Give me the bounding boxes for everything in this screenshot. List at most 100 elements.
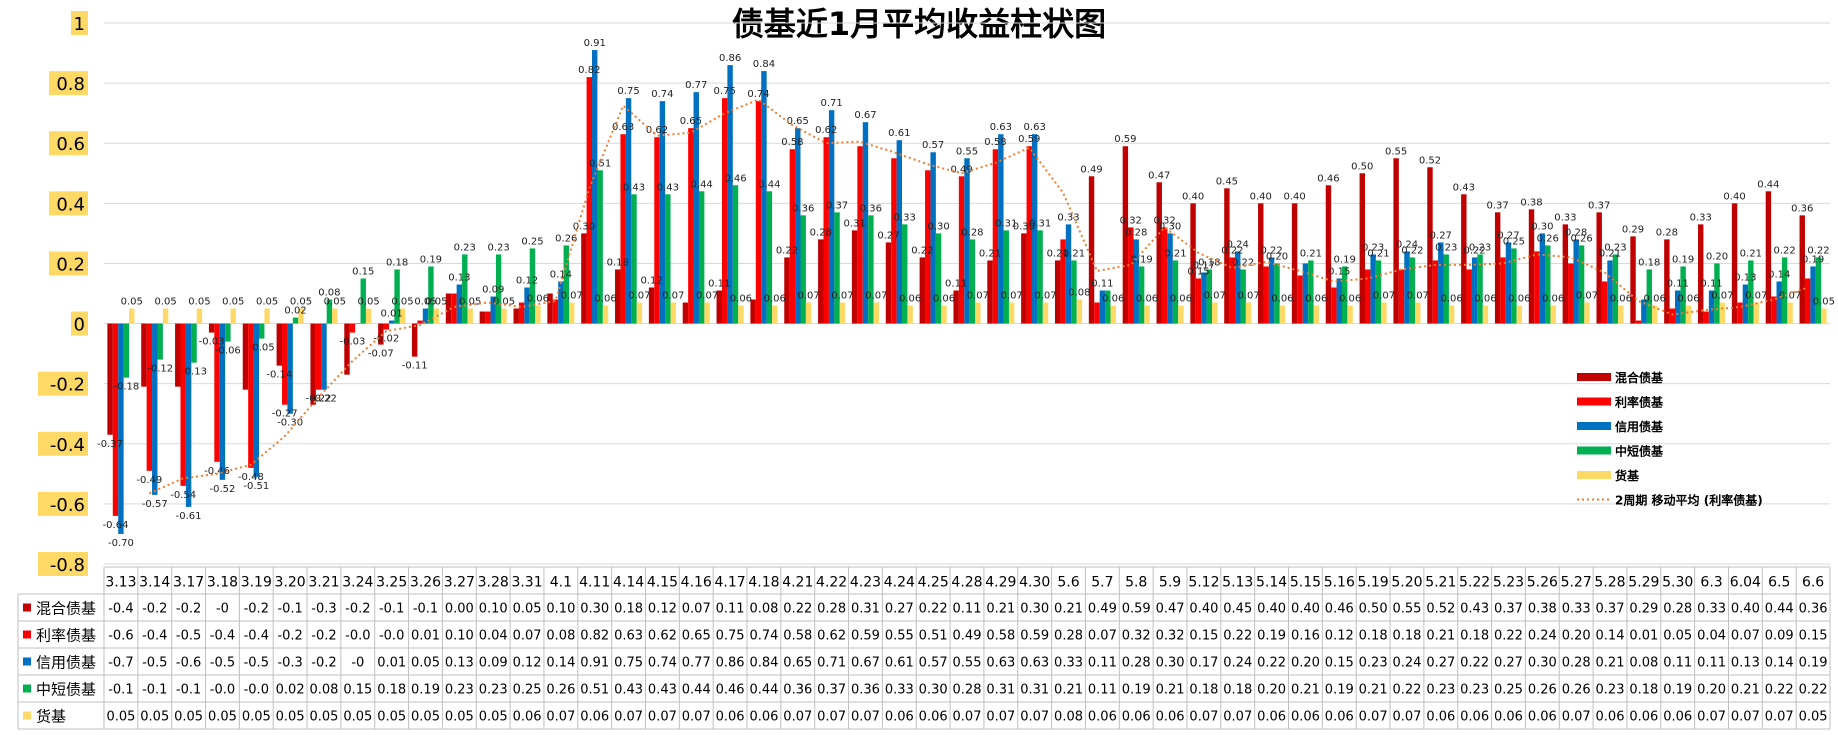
bar xyxy=(1206,269,1213,324)
bar xyxy=(332,308,338,324)
data-label: 0.63 xyxy=(612,122,634,133)
table-cell: 0.05 xyxy=(445,710,474,725)
table-cell: 0.05 xyxy=(174,710,203,725)
data-label: -0.05 xyxy=(249,343,275,354)
table-cell: 0.40 xyxy=(1291,602,1320,617)
data-label: 0.07 xyxy=(1779,291,1801,302)
table-cell: 0.49 xyxy=(953,629,982,644)
table-cell: 0.33 xyxy=(1697,602,1726,617)
table-cell: 0.14 xyxy=(546,656,575,671)
table-cell: 0.22 xyxy=(1494,629,1523,644)
data-label: 0.15 xyxy=(352,266,374,277)
table-cell: 0.01 xyxy=(377,656,406,671)
x-category-label: 3.31 xyxy=(511,575,542,591)
bar xyxy=(287,323,293,414)
table-cell: 0.07 xyxy=(1731,629,1760,644)
bar xyxy=(365,308,372,324)
bar xyxy=(1071,260,1077,324)
data-label: -0.22 xyxy=(306,394,332,405)
x-category-label: 4.17 xyxy=(715,575,746,591)
bar xyxy=(1393,158,1399,324)
x-category-label: 5.21 xyxy=(1425,575,1456,591)
table-cell: 0.07 xyxy=(546,710,575,725)
table-cell: 0.06 xyxy=(513,710,542,725)
data-label: 0.57 xyxy=(922,140,944,151)
data-label: -0.49 xyxy=(136,475,162,486)
chart-title: 债基近1月平均收益柱状图 xyxy=(732,5,1106,43)
bar xyxy=(907,305,913,324)
x-category-label: 5.28 xyxy=(1594,575,1625,591)
bar xyxy=(157,323,163,360)
table-cell: 0.10 xyxy=(445,629,474,644)
data-label: -0.13 xyxy=(181,367,207,378)
bar xyxy=(1167,233,1173,324)
data-label: 0.25 xyxy=(1503,236,1525,247)
data-label: 0.27 xyxy=(877,230,899,241)
bar xyxy=(349,323,356,333)
bar xyxy=(1776,281,1782,324)
table-cell: 0.63 xyxy=(1020,656,1049,671)
table-cell: 0.07 xyxy=(1088,629,1117,644)
data-label: 0.28 xyxy=(1656,227,1678,238)
bar xyxy=(823,137,829,324)
bar xyxy=(479,311,486,324)
bar xyxy=(185,323,192,507)
bar xyxy=(1274,263,1280,324)
table-cell: 0.18 xyxy=(1460,629,1489,644)
data-label: 0.15 xyxy=(1187,266,1209,277)
table-cell: 0.59 xyxy=(851,629,880,644)
bar xyxy=(1381,302,1387,324)
table-cell: -0.2 xyxy=(277,629,302,644)
data-label: -0.46 xyxy=(204,466,230,477)
data-label: -0.12 xyxy=(147,364,173,375)
data-label: 0.62 xyxy=(815,125,837,136)
data-label: 0.28 xyxy=(1565,227,1587,238)
data-label: 0.06 xyxy=(1610,294,1632,305)
bar xyxy=(1664,239,1670,324)
data-label: 0.31 xyxy=(995,218,1017,229)
bar xyxy=(1212,302,1218,324)
x-category-label: 5.27 xyxy=(1561,575,1592,591)
data-label: 0.37 xyxy=(1487,200,1509,211)
bar xyxy=(1409,257,1416,324)
table-cell: 0.24 xyxy=(1392,656,1421,671)
data-label: 0.14 xyxy=(1768,269,1790,280)
table-cell: -0.4 xyxy=(244,629,269,644)
table-cell: 0.40 xyxy=(1731,602,1760,617)
table-cell: 0.06 xyxy=(1088,710,1117,725)
bar xyxy=(919,257,926,324)
bar xyxy=(654,137,660,324)
table-cell: 0.08 xyxy=(310,683,339,698)
data-label: 0.21 xyxy=(1063,248,1085,259)
table-cell: 0.18 xyxy=(1189,683,1218,698)
bar xyxy=(581,233,587,324)
bar xyxy=(411,323,418,357)
x-category-label: 6.5 xyxy=(1768,575,1790,591)
bar xyxy=(941,305,947,324)
data-label: 0.21 xyxy=(1367,248,1389,259)
data-label: 0.21 xyxy=(1047,248,1069,259)
data-label: 0.09 xyxy=(482,285,504,296)
table-cell: 0.08 xyxy=(546,629,575,644)
table-cell: 0.74 xyxy=(749,629,778,644)
data-label: 0.44 xyxy=(691,179,713,190)
bar xyxy=(1156,182,1162,324)
table-cell: 0.47 xyxy=(1156,602,1185,617)
bar xyxy=(129,308,135,324)
table-cell: 0.58 xyxy=(986,629,1015,644)
bar xyxy=(569,302,575,324)
data-label: 0.61 xyxy=(888,128,910,139)
bar xyxy=(1635,320,1642,324)
bar xyxy=(1099,290,1106,324)
data-label: -0.18 xyxy=(113,382,139,393)
bar xyxy=(930,152,936,324)
bar xyxy=(276,323,283,366)
x-category-label: 3.13 xyxy=(105,575,136,591)
x-category-label: 3.18 xyxy=(207,575,238,591)
table-cell: 0.22 xyxy=(1392,683,1421,698)
table-cell: 0.07 xyxy=(1189,710,1218,725)
data-label: -0.07 xyxy=(368,349,394,360)
table-cell: 0.06 xyxy=(885,710,914,725)
legend-swatch xyxy=(1577,471,1611,479)
table-cell: 0.06 xyxy=(749,710,778,725)
